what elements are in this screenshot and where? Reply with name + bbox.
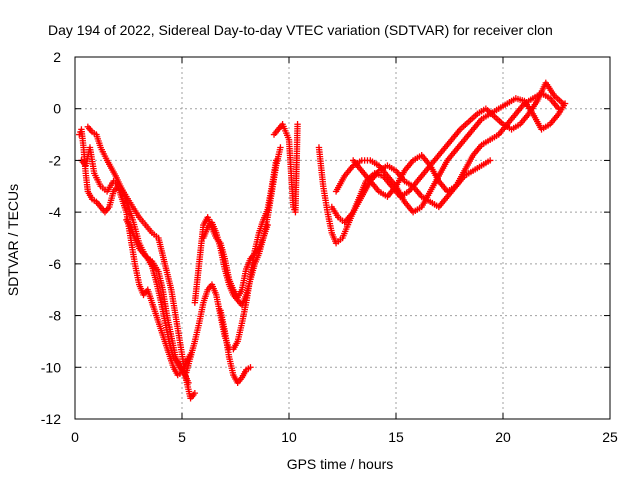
chart-title: Day 194 of 2022, Sidereal Day-to-day VTE… (48, 22, 553, 38)
y-tick-label: -12 (41, 411, 61, 427)
series-trace-f (191, 144, 284, 306)
x-tick-label: 20 (495, 429, 511, 445)
y-tick-label: 2 (53, 49, 61, 65)
data-point-marker (247, 364, 254, 371)
data-point-marker (277, 144, 284, 151)
data-point-marker (294, 121, 301, 128)
data-point-marker (561, 100, 569, 107)
data-point-marker (264, 221, 271, 229)
series-trace-l (328, 157, 494, 226)
x-tick-label: 15 (388, 429, 404, 445)
data-point-marker (555, 105, 562, 112)
x-axis-label: GPS time / hours (287, 456, 394, 472)
data-marks (76, 79, 569, 402)
plot-frame (74, 56, 611, 420)
series-trace-h (200, 219, 271, 309)
series-trace-k (332, 95, 569, 216)
y-tick-label: 0 (53, 101, 61, 117)
ticks: 0 5 10 15 20 25 -12 -10 -8 -6 -4 -2 0 2 (41, 49, 618, 445)
x-tick-label: 5 (178, 429, 186, 445)
series-trace-i (270, 121, 301, 216)
y-tick-label: -4 (49, 204, 62, 220)
y-tick-label: -2 (49, 152, 62, 168)
data-point-marker (185, 379, 192, 386)
y-tick-label: -8 (49, 308, 62, 324)
series-trace-d (123, 216, 186, 374)
data-point-marker (486, 157, 494, 164)
series-trace-c (84, 123, 192, 386)
x-tick-label: 0 (71, 429, 79, 445)
y-tick-label: -6 (49, 256, 62, 272)
x-tick-label: 10 (281, 429, 297, 445)
series-trace-m (350, 90, 562, 200)
y-tick-label: -10 (41, 359, 61, 375)
y-axis-label: SDTVAR / TECUs (5, 184, 21, 296)
data-point-marker (191, 389, 199, 397)
series-trace-g (217, 307, 254, 386)
x-tick-label: 25 (602, 429, 618, 445)
